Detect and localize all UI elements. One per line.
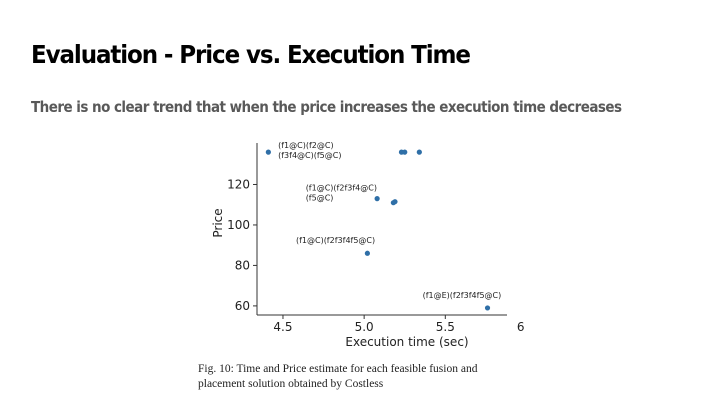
x-tick-label: 5.5 xyxy=(436,320,455,334)
data-point xyxy=(364,250,370,256)
point-annotation: (f5@C) xyxy=(306,194,334,203)
x-axis-label: Execution time (sec) xyxy=(345,335,468,349)
slide-title: Evaluation - Price vs. Execution Time xyxy=(31,40,471,69)
point-annotation: (f1@C)(f2f3f4@C) xyxy=(306,184,377,193)
caption-line-1: Fig. 10: Time and Price estimate for eac… xyxy=(198,363,478,375)
figure-caption: Fig. 10: Time and Price estimate for eac… xyxy=(198,362,528,392)
data-point xyxy=(416,149,422,155)
slide-subtitle: There is no clear trend that when the pr… xyxy=(31,98,622,116)
x-tick-label: 6.0 xyxy=(517,320,525,334)
y-tick-label: 100 xyxy=(227,218,250,232)
data-point xyxy=(265,149,271,155)
scatter-chart: 4.5 5.0 5.5 6.0 60 80 100 120 Execution time (se… xyxy=(211,141,525,349)
point-annotation: (f3f4@C)(f5@C) xyxy=(278,151,341,160)
point-annotation: (f1@C)(f2@C) xyxy=(278,141,333,150)
data-point xyxy=(392,199,398,205)
data-point xyxy=(374,196,380,202)
y-axis-label: Price xyxy=(211,208,225,237)
y-tick-label: 80 xyxy=(235,258,250,272)
x-tick-label: 5.0 xyxy=(355,320,374,334)
y-tick-label: 120 xyxy=(227,177,250,191)
x-tick-label: 4.5 xyxy=(273,320,292,334)
y-tick-label: 60 xyxy=(235,299,250,313)
data-point xyxy=(484,305,491,311)
point-annotation: (f1@C)(f2f3f4f5@C) xyxy=(296,236,375,245)
caption-line-2: placement solution obtained by Costless xyxy=(198,378,384,390)
point-annotation: (f1@E)(f2f3f4f5@C) xyxy=(423,291,502,300)
data-point xyxy=(402,149,408,155)
